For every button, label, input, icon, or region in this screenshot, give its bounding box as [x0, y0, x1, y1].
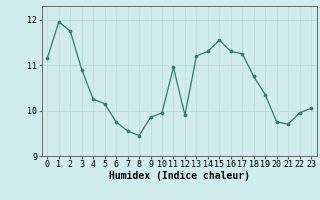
X-axis label: Humidex (Indice chaleur): Humidex (Indice chaleur) — [109, 171, 250, 181]
